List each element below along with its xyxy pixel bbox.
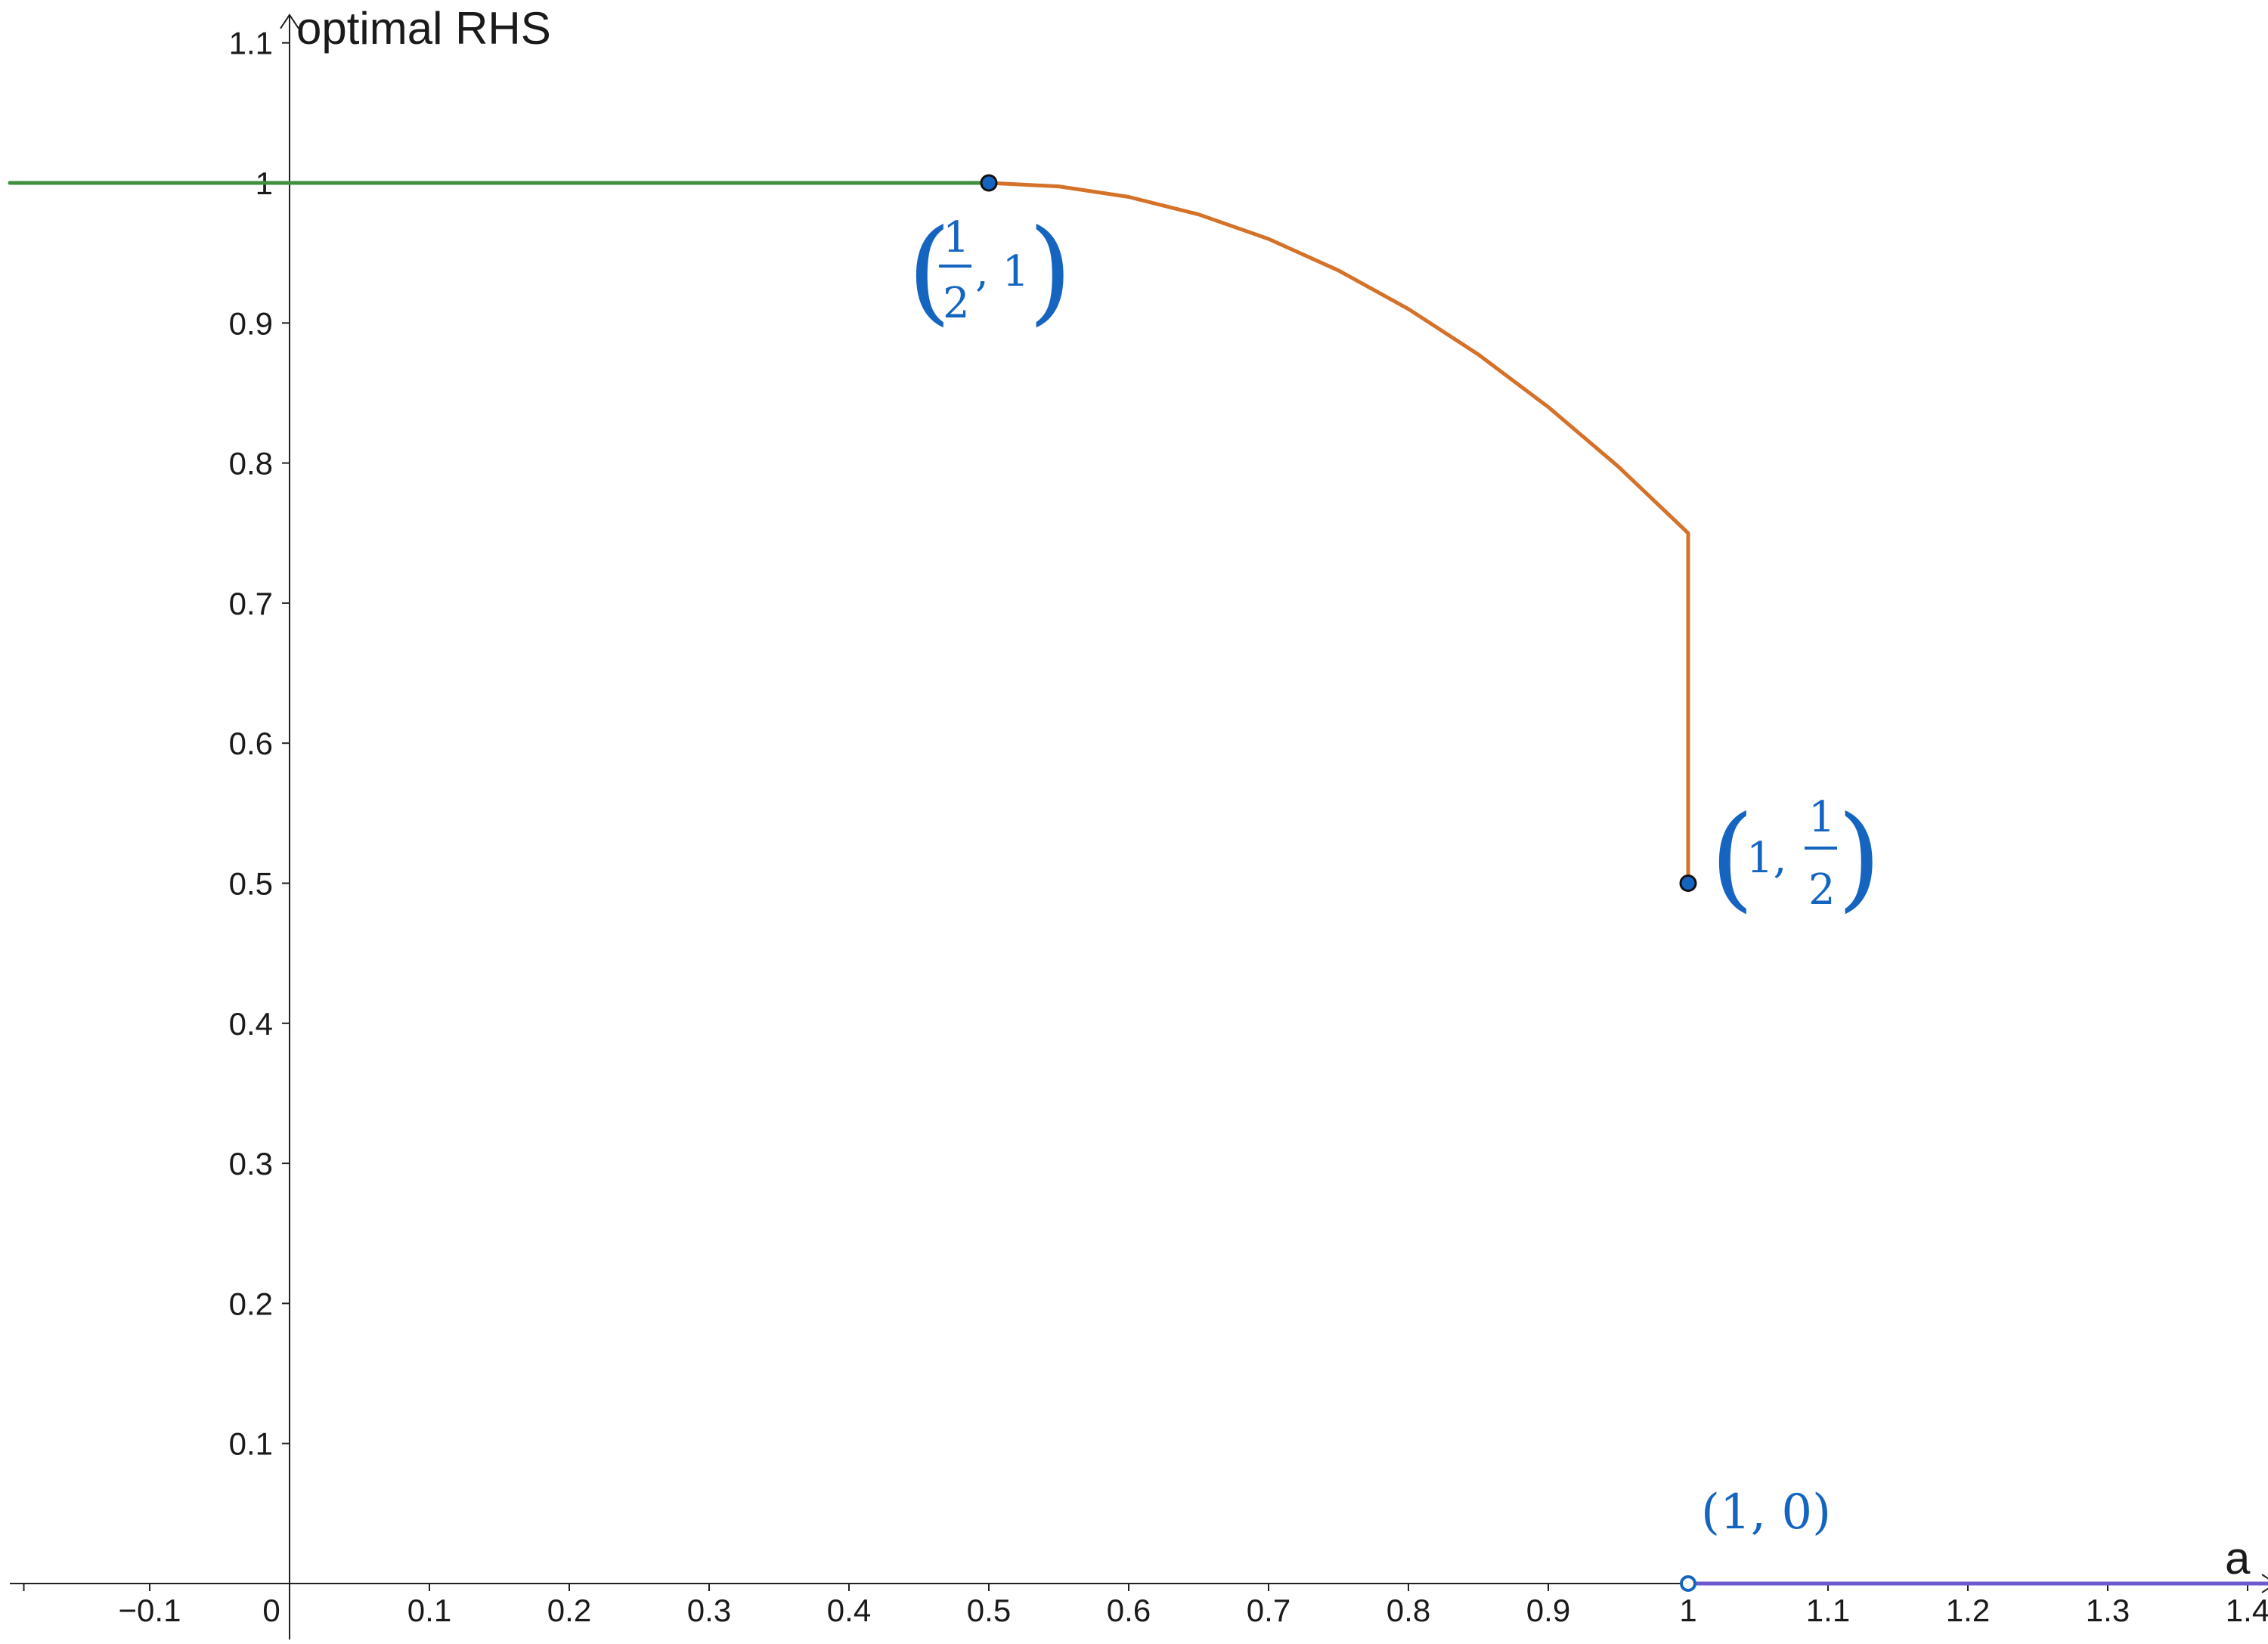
y-tick-label: 0.5: [229, 866, 273, 902]
fraction-denominator: 2: [943, 279, 970, 328]
x-axis-ticks: −0.1 0 0.1 0.2 0.3 0.4 0.5 0.6 0.7 0.8 0.9 1 1.1 1.2 1…: [23, 1584, 2268, 1628]
y-tick-label: 1.1: [229, 26, 273, 61]
x-axis-title: a: [2225, 1533, 2251, 1584]
y-tick-label: 0.4: [229, 1006, 273, 1042]
x-tick-label: 0.9: [1526, 1593, 1570, 1628]
x-tick-label: 0: [262, 1593, 280, 1628]
x-tick-label: 0.2: [547, 1593, 591, 1628]
point-label-one-half: ( 1, 1 2 ): [1710, 792, 1882, 924]
x-tick-label: 1: [1679, 1593, 1696, 1628]
x-tick-label: 0.4: [827, 1593, 871, 1628]
y-axis-ticks: 0.10.20.30.40.50.60.70.80.911.1: [229, 26, 290, 1462]
fraction-denominator: 2: [1808, 865, 1836, 915]
open-point-2: [1680, 1575, 1696, 1592]
y-tick-label: 0.6: [229, 726, 273, 761]
paren-right: ): [1837, 792, 1882, 924]
coordinate-text: , 1: [975, 247, 1029, 296]
paren-right: ): [1028, 206, 1073, 337]
x-tick-label: 0.7: [1247, 1593, 1290, 1628]
y-tick-label: 0.2: [229, 1286, 273, 1321]
axes: [10, 13, 2268, 1640]
filled-point-1: [1679, 875, 1697, 892]
y-tick-label: 0.1: [229, 1426, 273, 1462]
x-tick-label: −0.1: [119, 1593, 181, 1628]
x-tick-label: 0.6: [1107, 1593, 1151, 1628]
x-tick-label: 0.1: [407, 1593, 451, 1628]
y-tick-label: 0.3: [229, 1146, 273, 1181]
x-tick-label: 0.8: [1387, 1593, 1430, 1628]
point-label-one-zero: (1, 0): [1701, 1485, 1831, 1540]
coordinate-text: 1,: [1746, 834, 1786, 883]
y-tick-label: 0.8: [229, 446, 273, 481]
fraction-numerator: 1: [1808, 793, 1836, 842]
y-axis-title: optimal RHS: [296, 3, 551, 54]
x-tick-label: 1.1: [1806, 1593, 1850, 1628]
x-tick-label: 1.3: [2086, 1593, 2130, 1628]
fraction-numerator: 1: [943, 213, 970, 262]
x-tick-label: 1.2: [1946, 1593, 1990, 1628]
paren-left: (: [1710, 792, 1755, 924]
filled-point-0: [980, 174, 998, 192]
y-tick-label: 0.7: [229, 586, 273, 621]
y-tick-label: 0.9: [229, 305, 273, 341]
y-axis-arrow: [280, 13, 299, 29]
point-label-half-one: ( 1 2 , 1 ): [907, 206, 1073, 337]
x-tick-label: 0.5: [967, 1593, 1011, 1628]
series-line-1: [987, 181, 1690, 885]
x-tick-label: 1.4: [2226, 1593, 2268, 1628]
paren-left: (: [907, 206, 952, 337]
x-axis-arrow: [2261, 1574, 2268, 1593]
points-group: [980, 174, 1697, 1592]
x-tick-label: 0.3: [687, 1593, 731, 1628]
series-group: [8, 181, 2268, 1586]
